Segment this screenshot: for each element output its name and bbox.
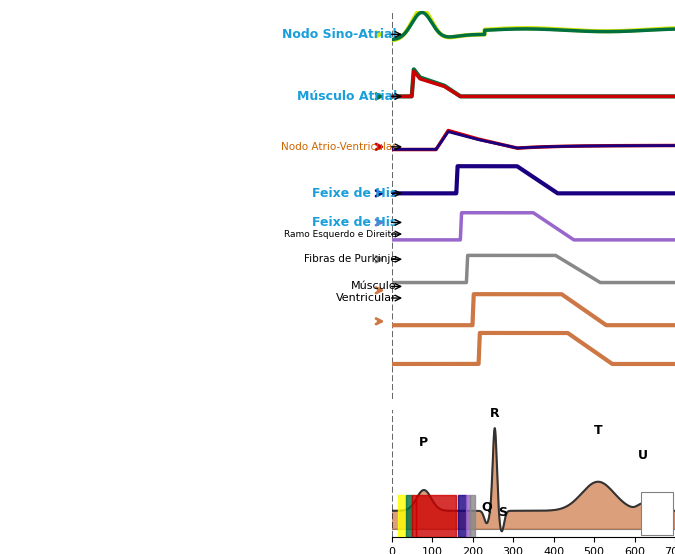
Text: P: P [419, 437, 429, 449]
Text: Feixe de His: Feixe de His [312, 216, 397, 229]
Text: Q: Q [481, 501, 492, 514]
Text: Fibras de Purkinje: Fibras de Purkinje [304, 254, 397, 264]
Bar [406, 495, 412, 537]
Text: U: U [638, 449, 647, 461]
Text: R: R [490, 407, 500, 420]
Bar [641, 493, 673, 535]
Text: T: T [594, 424, 602, 437]
Text: Nodo Atrio-Ventricular: Nodo Atrio-Ventricular [281, 142, 397, 152]
Bar [398, 495, 405, 537]
Bar [412, 495, 416, 537]
Text: Nodo Sino-Atrial: Nodo Sino-Atrial [282, 28, 397, 41]
Text: S: S [498, 506, 508, 519]
Bar [458, 495, 466, 537]
Text: Músculo: Músculo [351, 281, 397, 291]
Bar [466, 495, 470, 537]
Text: Feixe de His: Feixe de His [312, 187, 397, 200]
Text: Ramo Esquerdo e Direito: Ramo Esquerdo e Direito [284, 229, 397, 239]
Text: Músculo Atrial: Músculo Atrial [296, 90, 397, 103]
Bar [416, 495, 456, 537]
Text: Ventricular: Ventricular [336, 293, 397, 303]
Bar [470, 495, 475, 537]
